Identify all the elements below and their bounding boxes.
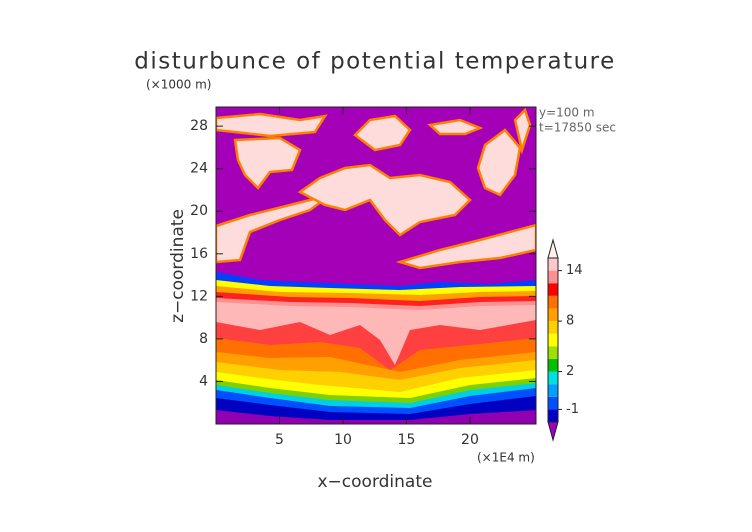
colorbar-segment	[548, 321, 558, 334]
colorbar-tick-label: 14	[566, 263, 583, 278]
y-tick-label: 16	[190, 246, 208, 262]
colorbar-segment	[548, 384, 558, 397]
plot-frame	[215, 106, 537, 425]
colorbar-frame	[547, 257, 559, 423]
colorbar-segment	[548, 258, 558, 271]
colorbar-segment	[548, 371, 558, 385]
y-unit: (×1000 m)	[146, 78, 211, 92]
colorbar-tick-label: 8	[566, 314, 574, 329]
y-tick-label: 28	[190, 118, 208, 134]
x-axis-label: x−coordinate	[318, 472, 433, 492]
x-tick-label: 20	[461, 432, 479, 448]
colorbar-segment	[548, 358, 558, 372]
annotation: t=17850 sec	[539, 121, 616, 135]
x-unit: (×1E4 m)	[477, 451, 535, 465]
colorbar-tick-label: -1	[566, 402, 579, 417]
colorbar-segment	[548, 396, 558, 410]
colorbar-segment	[548, 333, 558, 347]
x-tick-label: 5	[275, 432, 284, 448]
colorbar-segment	[548, 409, 558, 422]
colorbar-over	[547, 238, 559, 259]
colorbar-segment	[548, 295, 558, 309]
y-tick-label: 4	[199, 373, 208, 389]
colorbar-segment	[548, 308, 558, 322]
x-tick-label: 15	[398, 432, 416, 448]
y-axis-label: z−coordinate	[168, 209, 188, 323]
contour-field	[216, 107, 536, 424]
y-tick-label: 12	[190, 288, 208, 304]
y-tick-label: 24	[190, 161, 208, 177]
annotation: y=100 m	[539, 106, 595, 120]
x-tick-label: 10	[334, 432, 352, 448]
chart-title: disturbunce of potential temperature	[134, 49, 616, 75]
colorbar-tick-label: 2	[566, 364, 574, 379]
colorbar-under	[547, 421, 559, 442]
colorbar-segment	[548, 283, 558, 296]
y-tick-label: 8	[199, 331, 208, 347]
y-tick-label: 20	[190, 203, 208, 219]
colorbar-segment	[548, 346, 558, 359]
colorbar-segment	[548, 270, 558, 284]
